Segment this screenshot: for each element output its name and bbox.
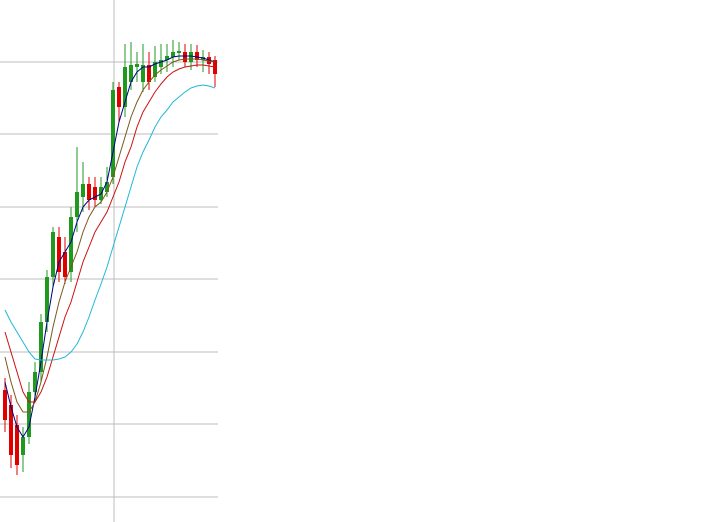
moving-average-line: [4, 58, 216, 413]
candle-body: [182, 52, 187, 62]
candle-body: [8, 405, 13, 455]
candle-body: [56, 237, 61, 272]
candle-body: [152, 62, 157, 77]
candle-body: [14, 425, 19, 465]
candle-body: [80, 184, 85, 197]
candle-body: [92, 187, 97, 200]
candle-body: [128, 65, 133, 82]
candle-body: [74, 192, 79, 217]
candle-body: [38, 322, 43, 372]
candle-body: [122, 67, 127, 107]
candle-body: [176, 51, 181, 53]
candle-body: [158, 60, 163, 67]
candle-body: [32, 372, 37, 392]
candle-body: [146, 65, 151, 82]
candle-body: [188, 52, 193, 62]
candle-body: [44, 277, 49, 322]
moving-average-line: [4, 64, 216, 403]
candle-body: [170, 52, 175, 57]
candle-body: [140, 65, 145, 82]
candle-body: [194, 52, 199, 60]
candle-body: [104, 182, 109, 192]
moving-average-line: [4, 55, 216, 438]
candle-body: [2, 390, 7, 420]
candle-body: [62, 252, 67, 277]
candle-body: [26, 392, 31, 437]
candle-body: [110, 90, 115, 177]
candle-body: [50, 232, 55, 277]
moving-average-line: [4, 84, 216, 361]
candle-body: [134, 64, 139, 67]
candle-body: [86, 184, 91, 200]
candle-body: [68, 217, 73, 272]
candle-body: [20, 437, 25, 455]
candle-body: [164, 56, 169, 60]
candle-body: [116, 87, 121, 107]
